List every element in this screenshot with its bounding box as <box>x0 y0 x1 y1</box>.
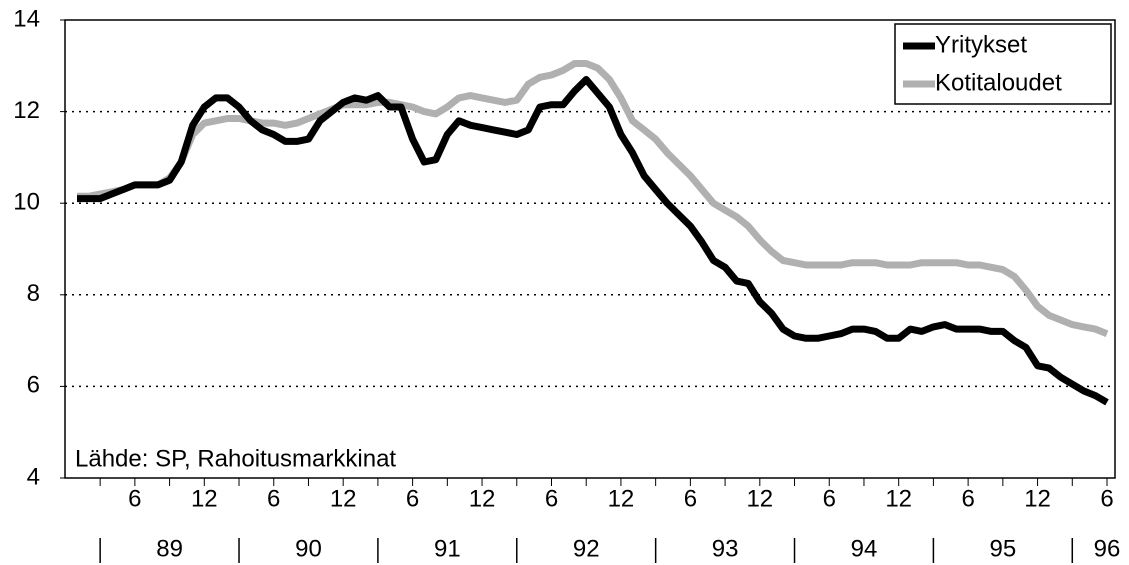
x-tick-label: 6 <box>961 485 974 512</box>
y-tick-label: 6 <box>27 372 40 399</box>
x-tick-label: 6 <box>1100 485 1113 512</box>
x-tick-label: 6 <box>545 485 558 512</box>
series-line <box>77 76 1109 406</box>
x-tick-label: 12 <box>608 485 635 512</box>
x-tick-label: 6 <box>823 485 836 512</box>
legend-label: Yritykset <box>935 31 1027 58</box>
year-label: 95 <box>989 535 1016 562</box>
x-tick-label: 6 <box>406 485 419 512</box>
year-label: 89 <box>156 535 183 562</box>
y-tick-label: 10 <box>13 189 40 216</box>
legend-box <box>894 23 1112 105</box>
y-tick-label: 14 <box>13 5 40 32</box>
x-tick-label: 12 <box>746 485 773 512</box>
x-tick-label: 12 <box>469 485 496 512</box>
y-tick-label: 8 <box>27 280 40 307</box>
x-tick-label: 6 <box>684 485 697 512</box>
year-label: 93 <box>712 535 739 562</box>
year-label: 92 <box>573 535 600 562</box>
year-label: 94 <box>851 535 878 562</box>
y-tick-label: 12 <box>13 97 40 124</box>
x-tick-label: 6 <box>128 485 141 512</box>
x-tick-label: 6 <box>267 485 280 512</box>
source-note: Lähde: SP, Rahoitusmarkkinat <box>75 445 396 472</box>
x-tick-label: 12 <box>885 485 912 512</box>
x-tick-label: 12 <box>1024 485 1051 512</box>
year-label: 91 <box>434 535 461 562</box>
year-label: 96 <box>1094 535 1121 562</box>
x-tick-label: 12 <box>330 485 357 512</box>
year-label: 90 <box>295 535 322 562</box>
plot-frame <box>64 19 1116 479</box>
y-tick-label: 4 <box>27 463 40 490</box>
x-tick-label: 12 <box>191 485 218 512</box>
legend-label: Kotitaloudet <box>935 69 1062 96</box>
